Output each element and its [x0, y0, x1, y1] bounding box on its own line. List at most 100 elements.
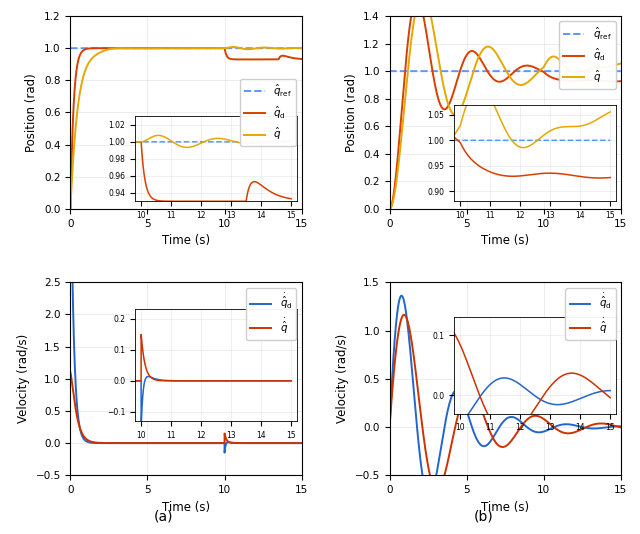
$\hat{q}_\mathrm{d}$ [576, 77, 584, 84]
$\dot{\hat{q}}_\mathrm{d}$ [257, 440, 264, 446]
$\dot{\hat{q}}_\mathrm{d}$ [558, 421, 566, 428]
$\hat{q}_\mathrm{d}$ [239, 56, 247, 62]
$\dot{\hat{q}}_\mathrm{d}$ [205, 440, 213, 446]
$\hat{q}_\mathrm{ref}$ [155, 45, 163, 51]
$\hat{q}_\mathrm{d}$ [102, 45, 110, 51]
$\dot{\hat{q}}$ [433, 487, 441, 493]
$\dot{\hat{q}}$ [428, 478, 435, 485]
$\dot{\hat{q}}$ [386, 424, 394, 430]
Line: $\dot{\hat{q}}$: $\dot{\hat{q}}$ [390, 315, 621, 490]
$\hat{q}_\mathrm{d}$ [205, 45, 213, 51]
$\hat{q}_\mathrm{d}$ [67, 214, 74, 220]
$\hat{q}_\mathrm{ref}$ [239, 45, 247, 51]
$\hat{q}_\mathrm{d}$ [428, 62, 435, 69]
$\hat{q}_\mathrm{d}$ [558, 77, 566, 83]
Y-axis label: Velocity (rad/s): Velocity (rad/s) [17, 334, 30, 423]
Line: $\dot{\hat{q}}_\mathrm{d}$: $\dot{\hat{q}}_\mathrm{d}$ [70, 122, 301, 453]
$\dot{\hat{q}}_\mathrm{d}$ [617, 423, 625, 429]
$\dot{\hat{q}}$ [257, 440, 264, 446]
X-axis label: Time (s): Time (s) [162, 500, 210, 514]
$\hat{q}_\mathrm{ref}$ [558, 68, 566, 74]
$\dot{\hat{q}}$ [205, 440, 213, 446]
Line: $\hat{q}_\mathrm{d}$: $\hat{q}_\mathrm{d}$ [70, 48, 301, 217]
$\hat{q}_\mathrm{ref}$ [217, 45, 225, 51]
$\hat{q}_\mathrm{d}$ [617, 78, 625, 84]
$\hat{q}_\mathrm{ref}$ [386, 68, 394, 74]
$\hat{q}$ [617, 60, 625, 67]
$\dot{\hat{q}}$ [617, 424, 625, 430]
$\dot{\hat{q}}_\mathrm{d}$ [386, 424, 394, 430]
$\hat{q}_\mathrm{ref}$ [524, 68, 532, 74]
Line: $\dot{\hat{q}}_\mathrm{d}$: $\dot{\hat{q}}_\mathrm{d}$ [390, 296, 621, 496]
$\hat{q}$ [239, 45, 247, 52]
$\hat{q}$ [205, 45, 213, 51]
Text: (b): (b) [474, 509, 493, 524]
$\dot{\hat{q}}$ [155, 440, 163, 446]
$\hat{q}$ [428, 17, 435, 23]
$\hat{q}_\mathrm{d}$ [386, 206, 394, 212]
$\hat{q}$ [386, 206, 394, 212]
$\dot{\hat{q}}_\mathrm{d}$ [67, 119, 74, 125]
Text: (a): (a) [154, 509, 173, 524]
$\hat{q}$ [217, 45, 225, 51]
$\dot{\hat{q}}$ [67, 369, 74, 375]
$\dot{\hat{q}}$ [536, 414, 544, 420]
$\dot{\hat{q}}$ [239, 440, 247, 446]
$\dot{\hat{q}}$ [217, 440, 225, 446]
$\dot{\hat{q}}_\mathrm{d}$ [109, 440, 116, 446]
$\hat{q}_\mathrm{ref}$ [536, 68, 544, 74]
$\hat{q}$ [576, 69, 584, 76]
$\dot{\hat{q}}_\mathrm{d}$ [576, 423, 584, 430]
$\dot{\hat{q}}$ [298, 440, 305, 446]
$\hat{q}_\mathrm{ref}$ [576, 68, 584, 74]
$\hat{q}_\mathrm{ref}$ [109, 45, 116, 51]
$\dot{\hat{q}}_\mathrm{d}$ [397, 293, 405, 299]
$\hat{q}$ [524, 78, 532, 85]
$\hat{q}_\mathrm{ref}$ [205, 45, 213, 51]
$\dot{\hat{q}}$ [474, 398, 482, 405]
Legend: $\dot{\hat{q}}_\mathrm{d}$, $\dot{\hat{q}}$: $\dot{\hat{q}}_\mathrm{d}$, $\dot{\hat{q… [566, 287, 616, 340]
Line: $\dot{\hat{q}}$: $\dot{\hat{q}}$ [70, 372, 301, 443]
Line: $\hat{q}_\mathrm{d}$: $\hat{q}_\mathrm{d}$ [390, 0, 621, 209]
Legend: $\hat{q}_\mathrm{ref}$, $\hat{q}_\mathrm{d}$, $\hat{q}$: $\hat{q}_\mathrm{ref}$, $\hat{q}_\mathrm… [559, 21, 616, 89]
$\hat{q}$ [536, 67, 544, 74]
$\dot{\hat{q}}$ [576, 427, 584, 434]
$\hat{q}$ [298, 45, 305, 51]
$\dot{\hat{q}}_\mathrm{d}$ [239, 440, 247, 446]
$\hat{q}_\mathrm{d}$ [109, 45, 116, 51]
$\dot{\hat{q}}_\mathrm{d}$ [474, 438, 482, 445]
$\dot{\hat{q}}_\mathrm{d}$ [217, 440, 225, 446]
$\hat{q}_\mathrm{ref}$ [474, 68, 482, 74]
Legend: $\hat{q}_\mathrm{ref}$, $\hat{q}_\mathrm{d}$, $\hat{q}$: $\hat{q}_\mathrm{ref}$, $\hat{q}_\mathrm… [240, 78, 296, 146]
Legend: $\dot{\hat{q}}_\mathrm{d}$, $\dot{\hat{q}}$: $\dot{\hat{q}}_\mathrm{d}$, $\dot{\hat{q… [246, 287, 296, 340]
$\dot{\hat{q}}_\mathrm{d}$ [425, 493, 433, 499]
$\hat{q}_\mathrm{d}$ [217, 45, 225, 51]
$\hat{q}$ [474, 56, 482, 62]
$\dot{\hat{q}}_\mathrm{d}$ [536, 429, 544, 436]
$\hat{q}_\mathrm{ref}$ [617, 68, 625, 74]
$\dot{\hat{q}}$ [525, 415, 532, 422]
$\hat{q}_\mathrm{d}$ [524, 62, 532, 69]
Y-axis label: Position (rad): Position (rad) [26, 73, 38, 152]
$\hat{q}$ [67, 206, 74, 212]
$\hat{q}_\mathrm{ref}$ [298, 45, 305, 51]
$\dot{\hat{q}}_\mathrm{d}$ [298, 440, 305, 446]
$\hat{q}_\mathrm{ref}$ [67, 45, 74, 51]
X-axis label: Time (s): Time (s) [481, 234, 529, 247]
$\hat{q}$ [155, 45, 163, 51]
Line: $\hat{q}$: $\hat{q}$ [70, 47, 301, 209]
$\hat{q}_\mathrm{d}$ [155, 45, 163, 51]
$\dot{\hat{q}}$ [400, 312, 408, 318]
$\hat{q}_\mathrm{d}$ [413, 0, 421, 2]
Y-axis label: Position (rad): Position (rad) [344, 73, 358, 152]
Line: $\hat{q}$: $\hat{q}$ [390, 0, 621, 209]
$\hat{q}_\mathrm{ref}$ [257, 45, 264, 51]
Y-axis label: Velocity (rad/s): Velocity (rad/s) [336, 334, 349, 423]
$\hat{q}_\mathrm{d}$ [257, 56, 264, 62]
$\dot{\hat{q}}_\mathrm{d}$ [221, 450, 228, 456]
$\dot{\hat{q}}_\mathrm{d}$ [428, 490, 435, 496]
X-axis label: Time (s): Time (s) [481, 500, 529, 514]
$\hat{q}$ [230, 44, 237, 50]
$\dot{\hat{q}}$ [109, 440, 116, 446]
$\hat{q}_\mathrm{d}$ [298, 56, 305, 62]
